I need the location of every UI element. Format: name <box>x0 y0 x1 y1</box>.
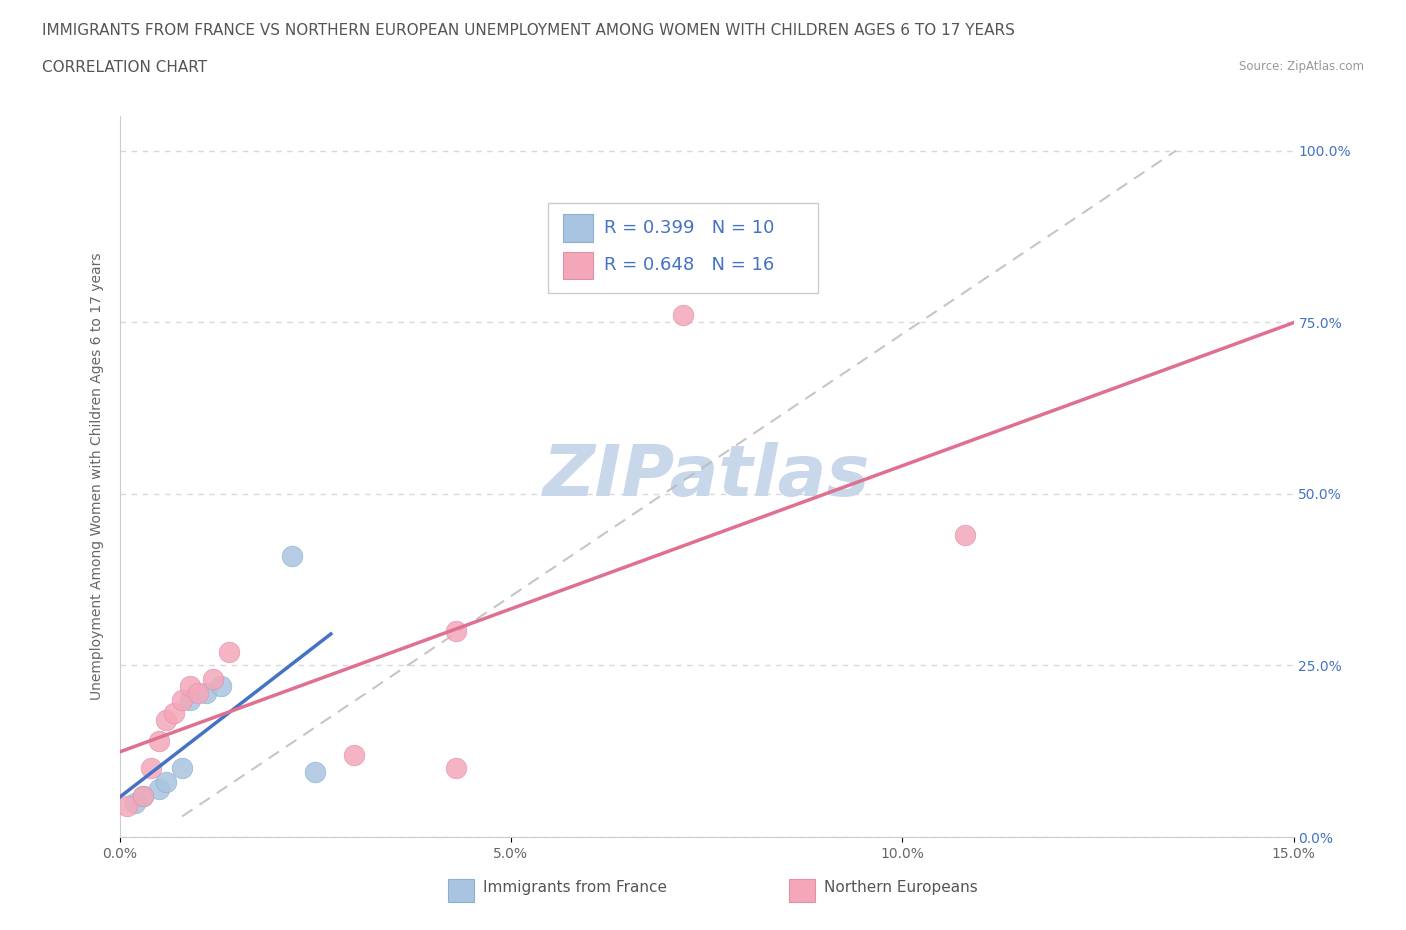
Text: Immigrants from France: Immigrants from France <box>484 880 668 895</box>
Point <box>124 795 146 810</box>
Point <box>187 685 209 700</box>
Point <box>343 747 366 762</box>
Point <box>444 624 467 639</box>
Bar <box>564 214 593 242</box>
Point <box>155 713 177 728</box>
FancyBboxPatch shape <box>548 203 818 293</box>
Point <box>148 781 170 796</box>
Bar <box>789 879 814 902</box>
Point <box>194 685 217 700</box>
Point <box>163 706 186 721</box>
Point <box>202 671 225 686</box>
Point <box>172 692 194 707</box>
Point <box>172 761 194 776</box>
Point <box>672 308 695 323</box>
Point <box>444 761 467 776</box>
Point <box>953 527 976 542</box>
Point <box>179 692 201 707</box>
Text: R = 0.648   N = 16: R = 0.648 N = 16 <box>605 257 775 274</box>
Y-axis label: Unemployment Among Women with Children Ages 6 to 17 years: Unemployment Among Women with Children A… <box>90 253 104 700</box>
Point <box>155 775 177 790</box>
Text: R = 0.399   N = 10: R = 0.399 N = 10 <box>605 219 775 237</box>
Point <box>132 789 155 804</box>
Text: Source: ZipAtlas.com: Source: ZipAtlas.com <box>1239 60 1364 73</box>
Text: ZIPatlas: ZIPatlas <box>543 442 870 512</box>
Point <box>304 764 326 779</box>
Point <box>139 761 162 776</box>
Point <box>209 679 232 694</box>
Point <box>179 679 201 694</box>
Point <box>117 799 139 814</box>
Text: CORRELATION CHART: CORRELATION CHART <box>42 60 207 75</box>
Point <box>280 548 302 563</box>
Text: Northern Europeans: Northern Europeans <box>824 880 977 895</box>
Bar <box>449 879 474 902</box>
Text: IMMIGRANTS FROM FRANCE VS NORTHERN EUROPEAN UNEMPLOYMENT AMONG WOMEN WITH CHILDR: IMMIGRANTS FROM FRANCE VS NORTHERN EUROP… <box>42 23 1015 38</box>
Point <box>218 644 240 659</box>
Point <box>132 789 155 804</box>
Point <box>148 734 170 749</box>
Bar <box>564 252 593 279</box>
